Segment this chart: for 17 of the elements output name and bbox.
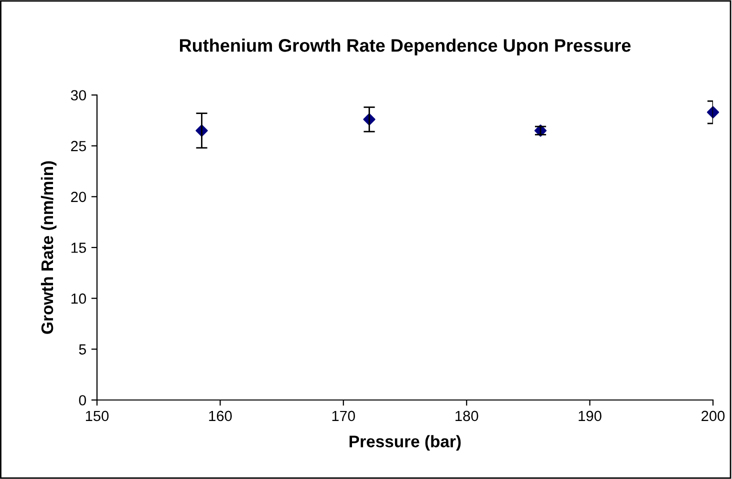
chart-title: Ruthenium Growth Rate Dependence Upon Pressure xyxy=(180,38,631,56)
y-tick-label: 30 xyxy=(70,90,86,100)
x-tick-label: 190 xyxy=(578,410,602,422)
x-tick-label: 170 xyxy=(332,410,355,422)
y-tick-label: 25 xyxy=(71,140,86,152)
y-axis-title: Growth Rate (nm/min) xyxy=(40,161,56,334)
x-tick-label: 200 xyxy=(702,410,725,422)
x-axis-title: Pressure (bar) xyxy=(350,435,461,451)
x-tick-label: 150 xyxy=(86,410,109,422)
point xyxy=(706,106,720,118)
y-tick-label: 0 xyxy=(79,395,86,406)
y-tick-label: 20 xyxy=(71,192,86,202)
x-tick-label: 160 xyxy=(209,410,232,422)
x-tick-label: 180 xyxy=(456,410,478,422)
y-tick-label: 10 xyxy=(71,293,86,304)
y-tick-label: 5 xyxy=(79,344,86,355)
y-tick-label: 15 xyxy=(71,242,86,253)
